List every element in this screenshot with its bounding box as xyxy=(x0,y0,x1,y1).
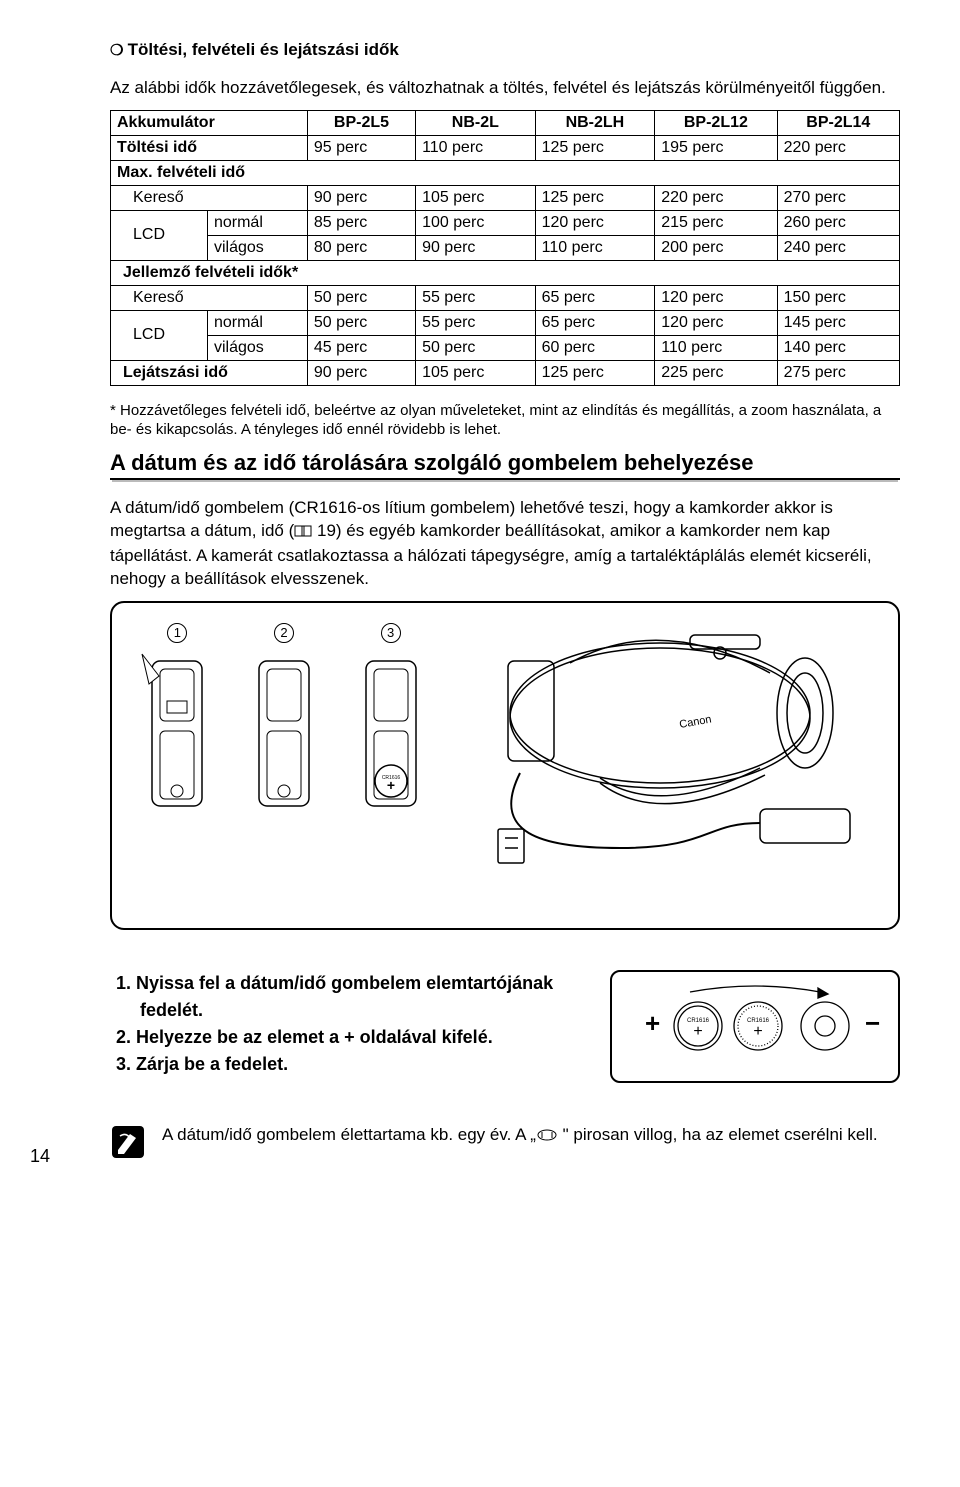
table-cell: 80 perc xyxy=(307,235,415,260)
table-cell: 120 perc xyxy=(655,310,777,335)
table-cell: 65 perc xyxy=(535,285,655,310)
table-row-label: Töltési idő xyxy=(111,135,308,160)
table-cell: 120 perc xyxy=(535,210,655,235)
table-footnote: * Hozzávetőleges felvételi idő, beleértv… xyxy=(110,401,900,440)
table-cell: 215 perc xyxy=(655,210,777,235)
svg-text:−: − xyxy=(865,1008,880,1038)
step-text: 2. Helyezze be az elemet a + oldalával k… xyxy=(116,1024,590,1051)
table-cell: 60 perc xyxy=(535,335,655,360)
installation-figure: 1 2 3 xyxy=(110,601,900,930)
battery-warning-icon xyxy=(536,1125,558,1144)
table-row-label: Max. felvételi idő xyxy=(111,160,900,185)
figure-step-3: 3 CR1616 + xyxy=(343,623,438,823)
note-text: A dátum/idő gombelem élettartama kb. egy… xyxy=(162,1124,878,1147)
camcorder-side-icon xyxy=(244,651,324,821)
step-text: 1. Nyissa fel a dátum/idő gombelem elemt… xyxy=(116,970,590,1024)
table-cell: 260 perc xyxy=(777,210,899,235)
section2-heading: A dátum és az idő tárolására szolgáló go… xyxy=(110,450,900,480)
table-cell: 45 perc xyxy=(307,335,415,360)
table-cell: 90 perc xyxy=(307,360,415,385)
note-text-b: " pirosan villog, ha az elemet cserélni … xyxy=(558,1125,878,1144)
table-header: NB-2LH xyxy=(535,110,655,135)
table-cell: 195 perc xyxy=(655,135,777,160)
camcorder-main-illustration: Canon xyxy=(450,623,880,898)
table-cell: 225 perc xyxy=(655,360,777,385)
table-cell: 105 perc xyxy=(416,360,536,385)
table-cell: 200 perc xyxy=(655,235,777,260)
table-row-label: LCD xyxy=(111,310,208,360)
svg-text:+: + xyxy=(693,1023,702,1040)
table-cell: 105 perc xyxy=(416,185,536,210)
table-cell: 50 perc xyxy=(416,335,536,360)
table-cell: 125 perc xyxy=(535,135,655,160)
table-header: BP-2L12 xyxy=(655,110,777,135)
figure-step-2: 2 xyxy=(237,623,332,823)
table-row-label: Jellemző felvételi idők* xyxy=(111,260,900,285)
table-cell: 240 perc xyxy=(777,235,899,260)
table-row-sublabel: normál xyxy=(207,210,307,235)
table-cell: 90 perc xyxy=(416,235,536,260)
table-cell: 140 perc xyxy=(777,335,899,360)
section2-body: A dátum/idő gombelem (CR1616-os lítium g… xyxy=(110,497,900,591)
table-cell: 110 perc xyxy=(416,135,536,160)
section2-body-pageref: 19 xyxy=(312,521,336,540)
table-cell: 270 perc xyxy=(777,185,899,210)
svg-text:Canon: Canon xyxy=(678,713,712,730)
table-cell: 275 perc xyxy=(777,360,899,385)
table-cell: 100 perc xyxy=(416,210,536,235)
table-cell: 50 perc xyxy=(307,285,415,310)
camcorder-side-icon xyxy=(137,651,217,821)
table-row-sublabel: világos xyxy=(207,235,307,260)
table-cell: 220 perc xyxy=(655,185,777,210)
section1-intro: Az alábbi idők hozzávetőlegesek, és vált… xyxy=(110,77,900,100)
table-cell: 150 perc xyxy=(777,285,899,310)
table-cell: 120 perc xyxy=(655,285,777,310)
page-number: 14 xyxy=(30,1146,50,1167)
table-cell: 50 perc xyxy=(307,310,415,335)
table-cell: 55 perc xyxy=(416,310,536,335)
section1-heading: Töltési, felvételi és lejátszási idők xyxy=(110,40,900,60)
figure-step-1: 1 xyxy=(130,623,225,823)
table-row-label: Kereső xyxy=(111,285,308,310)
note-text-a: A dátum/idő gombelem élettartama kb. egy… xyxy=(162,1125,536,1144)
step-number: 3 xyxy=(381,623,401,643)
svg-text:+: + xyxy=(387,777,395,793)
table-cell: 145 perc xyxy=(777,310,899,335)
step-text: 3. Zárja be a fedelet. xyxy=(116,1051,590,1078)
battery-polarity-diagram: + CR1616 + CR1616 + − xyxy=(610,970,900,1083)
table-cell: 125 perc xyxy=(535,360,655,385)
table-cell: 90 perc xyxy=(307,185,415,210)
step-number: 2 xyxy=(274,623,294,643)
table-header: BP-2L14 xyxy=(777,110,899,135)
table-cell: 110 perc xyxy=(535,235,655,260)
table-cell: 55 perc xyxy=(416,285,536,310)
table-cell: 110 perc xyxy=(655,335,777,360)
table-cell: 85 perc xyxy=(307,210,415,235)
table-row-label: LCD xyxy=(111,210,208,260)
book-icon xyxy=(294,522,312,545)
svg-text:+: + xyxy=(753,1023,762,1040)
table-row-label: Lejátszási idő xyxy=(111,360,308,385)
table-cell: 95 perc xyxy=(307,135,415,160)
step-number: 1 xyxy=(167,623,187,643)
camcorder-side-icon: CR1616 + xyxy=(351,651,431,821)
table-cell: 125 perc xyxy=(535,185,655,210)
table-header: NB-2L xyxy=(416,110,536,135)
table-cell: 65 perc xyxy=(535,310,655,335)
table-cell: 220 perc xyxy=(777,135,899,160)
table-header: Akkumulátor xyxy=(111,110,308,135)
table-row-sublabel: normál xyxy=(207,310,307,335)
table-row-sublabel: világos xyxy=(207,335,307,360)
spec-table: Akkumulátor BP-2L5 NB-2L NB-2LH BP-2L12 … xyxy=(110,110,900,386)
table-row-label: Kereső xyxy=(111,185,308,210)
note-icon xyxy=(110,1124,146,1167)
svg-text:+: + xyxy=(645,1008,660,1038)
table-header: BP-2L5 xyxy=(307,110,415,135)
